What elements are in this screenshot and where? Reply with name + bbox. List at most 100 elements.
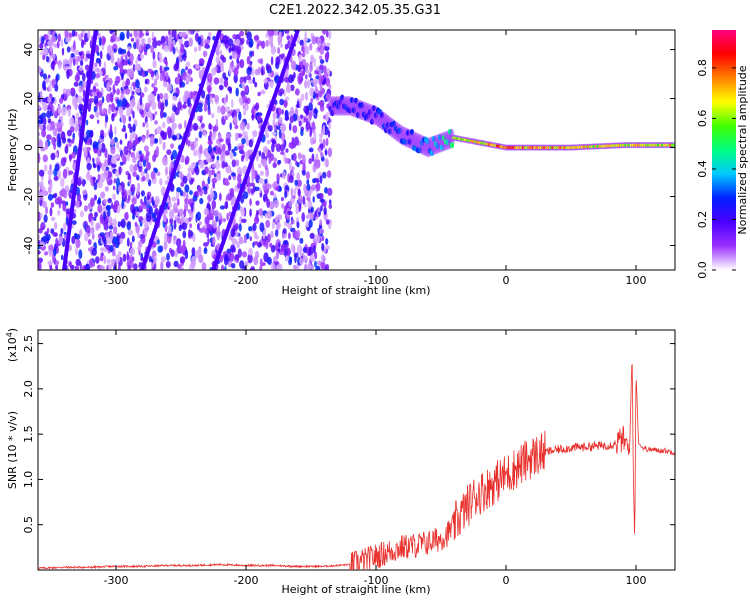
noise-speck — [82, 146, 88, 153]
noise-speck — [298, 188, 301, 197]
noise-speck — [276, 214, 283, 221]
noise-speck — [204, 166, 209, 175]
noise-speck — [120, 218, 126, 229]
noise-speck — [201, 180, 206, 188]
noise-speck — [189, 91, 194, 100]
noise-speck — [75, 57, 79, 66]
noise-speck — [197, 102, 203, 109]
noise-speck — [100, 142, 106, 153]
noise-speck — [145, 150, 150, 157]
noise-speck — [138, 32, 145, 37]
noise-speck — [266, 256, 272, 265]
noise-speck — [63, 222, 67, 231]
noise-speck — [78, 51, 83, 56]
noise-speck — [116, 99, 120, 108]
noise-speck — [113, 178, 117, 184]
noise-speck — [252, 130, 258, 138]
noise-speck — [171, 116, 175, 124]
noise-speck — [175, 190, 180, 201]
noise-speck — [156, 126, 162, 135]
noise-speck — [43, 164, 48, 172]
noise-speck — [261, 67, 264, 76]
noise-speck — [201, 262, 207, 270]
noise-speck — [65, 88, 71, 97]
noise-speck — [319, 55, 323, 61]
noise-speck — [213, 146, 217, 152]
colorbar-tick-label: 0.6 — [696, 110, 709, 128]
noise-speck — [110, 38, 115, 43]
noise-speck — [254, 231, 258, 240]
noise-speck — [288, 74, 294, 84]
noise-speck — [236, 57, 240, 64]
noise-speck — [74, 97, 78, 106]
noise-speck — [177, 264, 182, 269]
noise-speck — [137, 136, 142, 142]
noise-speck — [144, 70, 149, 77]
noise-speck — [280, 203, 285, 209]
diagonal-streak — [61, 30, 98, 270]
noise-speck — [291, 219, 295, 224]
noise-speck — [121, 153, 126, 162]
noise-speck — [43, 116, 47, 126]
noise-speck — [73, 120, 80, 127]
noise-speck — [115, 106, 119, 111]
noise-speck — [212, 163, 216, 168]
noise-speck — [171, 134, 177, 140]
noise-speck — [74, 247, 79, 256]
noise-speck — [259, 258, 263, 267]
noise-speck — [71, 151, 76, 159]
noise-speck — [160, 261, 164, 270]
noise-speck — [106, 264, 109, 270]
noise-speck — [307, 200, 313, 210]
noise-speck — [136, 185, 139, 196]
noise-speck — [126, 237, 130, 247]
noise-speck — [218, 138, 224, 143]
noise-speck — [87, 30, 91, 39]
noise-speck — [326, 78, 330, 86]
noise-speck — [140, 170, 145, 177]
noise-speck — [67, 138, 72, 143]
noise-speck — [123, 69, 128, 74]
noise-speck — [176, 198, 180, 206]
noise-speck — [217, 225, 221, 233]
noise-speck — [89, 258, 94, 269]
noise-speck — [129, 103, 132, 108]
noise-speck — [165, 261, 171, 268]
noise-speck — [151, 31, 155, 40]
noise-speck — [280, 244, 286, 253]
x-tick-label: 100 — [626, 274, 647, 287]
noise-speck — [103, 211, 106, 221]
noise-speck — [299, 39, 305, 46]
noise-speck — [253, 35, 260, 41]
noise-speck — [60, 157, 66, 167]
noise-speck — [287, 222, 293, 230]
noise-speck — [61, 47, 65, 56]
noise-speck — [249, 182, 255, 187]
noise-speck — [324, 149, 328, 156]
noise-speck — [117, 264, 121, 270]
noise-speck — [51, 78, 56, 89]
noise-speck — [172, 46, 176, 55]
noise-speck — [97, 204, 103, 214]
noise-speck — [223, 80, 229, 88]
noise-speck — [141, 175, 146, 182]
noise-speck — [251, 167, 256, 177]
noise-speck — [230, 228, 236, 238]
noise-speck — [44, 141, 49, 150]
noise-speck — [244, 85, 249, 94]
noise-speck — [179, 256, 186, 264]
noise-speck — [144, 195, 147, 204]
noise-speck — [44, 251, 48, 256]
noise-speck — [226, 112, 231, 119]
noise-speck — [305, 220, 310, 228]
noise-speck — [132, 64, 136, 72]
noise-speck — [227, 38, 234, 47]
noise-speck — [207, 72, 213, 83]
noise-speck — [239, 30, 245, 37]
noise-speck — [121, 128, 126, 132]
noise-speck — [158, 52, 163, 60]
noise-speck — [285, 148, 289, 153]
noise-speck — [256, 43, 259, 50]
y-tick-label: 2.5 — [22, 335, 35, 353]
noise-speck — [106, 170, 112, 179]
